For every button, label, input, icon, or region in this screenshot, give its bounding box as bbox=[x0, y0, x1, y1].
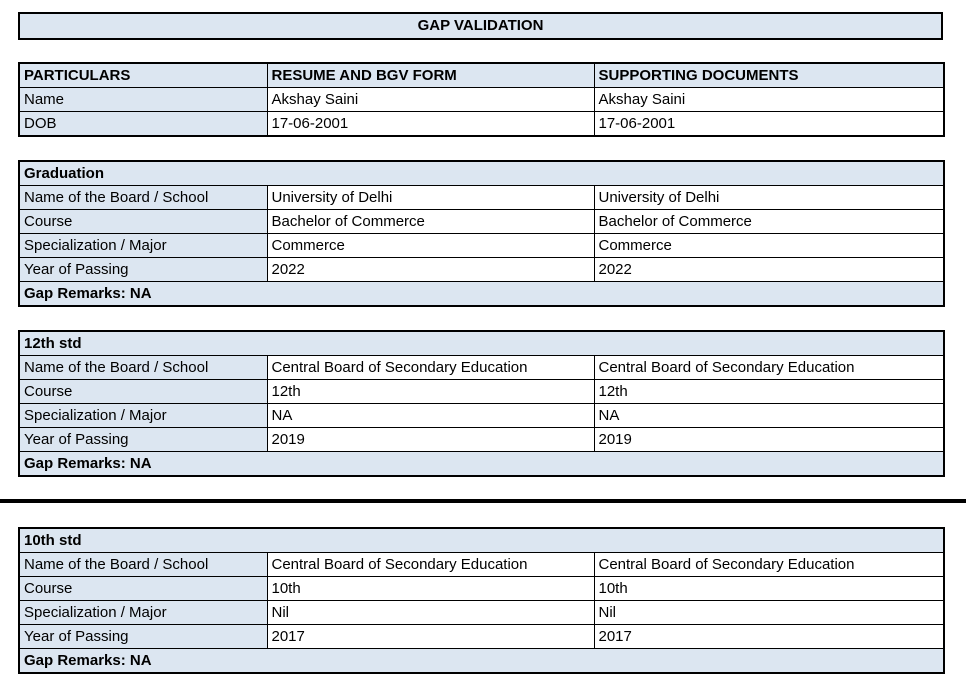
row-label-dob: DOB bbox=[18, 111, 268, 137]
gap-remarks-graduation: Gap Remarks: NA bbox=[18, 281, 945, 307]
table-row-board: Name of the Board / School Central Board… bbox=[18, 355, 945, 380]
table-row-name: Name Akshay Saini Akshay Saini bbox=[18, 87, 945, 112]
row-label-course: Course bbox=[18, 209, 268, 234]
table-header-row: PARTICULARS RESUME AND BGV FORM SUPPORTI… bbox=[18, 62, 945, 88]
table-row-course: Course Bachelor of Commerce Bachelor of … bbox=[18, 209, 945, 234]
table-row-board: Name of the Board / School University of… bbox=[18, 185, 945, 210]
page-break-divider bbox=[0, 499, 966, 503]
gap-remarks-row: Gap Remarks: NA bbox=[18, 451, 945, 477]
table-row-course: Course 12th 12th bbox=[18, 379, 945, 404]
row-label-board: Name of the Board / School bbox=[18, 552, 268, 577]
section-title-row: 10th std bbox=[18, 527, 945, 553]
particulars-table: PARTICULARS RESUME AND BGV FORM SUPPORTI… bbox=[18, 62, 945, 137]
course-resume-value: Bachelor of Commerce bbox=[266, 209, 595, 234]
table-row-year: Year of Passing 2017 2017 bbox=[18, 624, 945, 649]
gap-remarks-12th: Gap Remarks: NA bbox=[18, 451, 945, 477]
board-supporting-value: University of Delhi bbox=[593, 185, 945, 210]
board-supporting-value: Central Board of Secondary Education bbox=[593, 552, 945, 577]
section-title-row: Graduation bbox=[18, 160, 945, 186]
year-supporting-value: 2022 bbox=[593, 257, 945, 282]
course-supporting-value: 10th bbox=[593, 576, 945, 601]
table-row-specialization: Specialization / Major Nil Nil bbox=[18, 600, 945, 625]
section-title-10th: 10th std bbox=[18, 527, 945, 553]
section-title-graduation: Graduation bbox=[18, 160, 945, 186]
course-resume-value: 12th bbox=[266, 379, 595, 404]
year-resume-value: 2017 bbox=[266, 624, 595, 649]
year-supporting-value: 2017 bbox=[593, 624, 945, 649]
specialization-supporting-value: Nil bbox=[593, 600, 945, 625]
row-label-board: Name of the Board / School bbox=[18, 185, 268, 210]
specialization-supporting-value: NA bbox=[593, 403, 945, 428]
row-label-course: Course bbox=[18, 379, 268, 404]
graduation-table: Graduation Name of the Board / School Un… bbox=[18, 160, 946, 307]
row-label-specialization: Specialization / Major bbox=[18, 403, 268, 428]
course-supporting-value: 12th bbox=[593, 379, 945, 404]
page-title: GAP VALIDATION bbox=[18, 12, 943, 40]
gap-remarks-row: Gap Remarks: NA bbox=[18, 281, 945, 307]
specialization-resume-value: NA bbox=[266, 403, 595, 428]
row-label-year: Year of Passing bbox=[18, 427, 268, 452]
board-resume-value: Central Board of Secondary Education bbox=[266, 355, 595, 380]
row-label-year: Year of Passing bbox=[18, 624, 268, 649]
specialization-resume-value: Nil bbox=[266, 600, 595, 625]
row-label-specialization: Specialization / Major bbox=[18, 233, 268, 258]
course-supporting-value: Bachelor of Commerce bbox=[593, 209, 945, 234]
column-header-supporting-docs: SUPPORTING DOCUMENTS bbox=[593, 62, 945, 88]
year-resume-value: 2019 bbox=[266, 427, 595, 452]
column-header-particulars: PARTICULARS bbox=[18, 62, 268, 88]
row-label-specialization: Specialization / Major bbox=[18, 600, 268, 625]
name-resume-value: Akshay Saini bbox=[266, 87, 595, 112]
board-supporting-value: Central Board of Secondary Education bbox=[593, 355, 945, 380]
table-row-specialization: Specialization / Major Commerce Commerce bbox=[18, 233, 945, 258]
dob-resume-value: 17-06-2001 bbox=[266, 111, 595, 137]
board-resume-value: Central Board of Secondary Education bbox=[266, 552, 595, 577]
section-title-row: 12th std bbox=[18, 330, 945, 356]
row-label-course: Course bbox=[18, 576, 268, 601]
table-row-board: Name of the Board / School Central Board… bbox=[18, 552, 945, 577]
specialization-supporting-value: Commerce bbox=[593, 233, 945, 258]
year-resume-value: 2022 bbox=[266, 257, 595, 282]
row-label-year: Year of Passing bbox=[18, 257, 268, 282]
tenth-std-table: 10th std Name of the Board / School Cent… bbox=[18, 527, 946, 674]
table-row-year: Year of Passing 2019 2019 bbox=[18, 427, 945, 452]
gap-remarks-10th: Gap Remarks: NA bbox=[18, 648, 945, 674]
gap-remarks-row: Gap Remarks: NA bbox=[18, 648, 945, 674]
table-row-dob: DOB 17-06-2001 17-06-2001 bbox=[18, 111, 945, 137]
specialization-resume-value: Commerce bbox=[266, 233, 595, 258]
dob-supporting-value: 17-06-2001 bbox=[593, 111, 945, 137]
twelfth-std-table: 12th std Name of the Board / School Cent… bbox=[18, 330, 946, 477]
year-supporting-value: 2019 bbox=[593, 427, 945, 452]
column-header-resume-bgv: RESUME AND BGV FORM bbox=[266, 62, 595, 88]
table-row-course: Course 10th 10th bbox=[18, 576, 945, 601]
course-resume-value: 10th bbox=[266, 576, 595, 601]
board-resume-value: University of Delhi bbox=[266, 185, 595, 210]
row-label-name: Name bbox=[18, 87, 268, 112]
name-supporting-value: Akshay Saini bbox=[593, 87, 945, 112]
table-row-year: Year of Passing 2022 2022 bbox=[18, 257, 945, 282]
row-label-board: Name of the Board / School bbox=[18, 355, 268, 380]
section-title-12th: 12th std bbox=[18, 330, 945, 356]
table-row-specialization: Specialization / Major NA NA bbox=[18, 403, 945, 428]
